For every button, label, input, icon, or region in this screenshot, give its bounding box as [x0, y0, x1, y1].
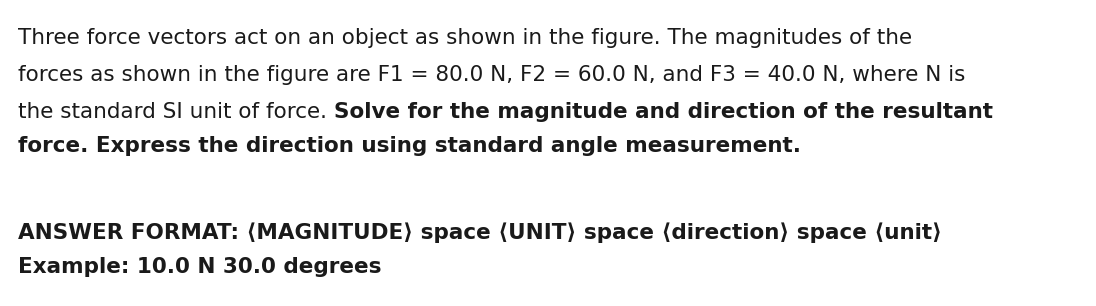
Text: the standard SI unit of force.: the standard SI unit of force.: [18, 102, 334, 122]
Text: Example: 10.0 N 30.0 degrees: Example: 10.0 N 30.0 degrees: [18, 257, 381, 277]
Text: Three force vectors act on an object as shown in the figure. The magnitudes of t: Three force vectors act on an object as …: [18, 28, 912, 48]
Text: Solve for the magnitude and direction of the resultant: Solve for the magnitude and direction of…: [334, 102, 993, 122]
Text: force. Express the direction using standard angle measurement.: force. Express the direction using stand…: [18, 136, 801, 156]
Text: forces as shown in the figure are F1 = 80.0 N, F2 = 60.0 N, and F3 = 40.0 N, whe: forces as shown in the figure are F1 = 8…: [18, 65, 966, 85]
Text: ANSWER FORMAT: ⟨MAGNITUDE⟩ space ⟨UNIT⟩ space ⟨direction⟩ space ⟨unit⟩: ANSWER FORMAT: ⟨MAGNITUDE⟩ space ⟨UNIT⟩ …: [18, 222, 941, 243]
